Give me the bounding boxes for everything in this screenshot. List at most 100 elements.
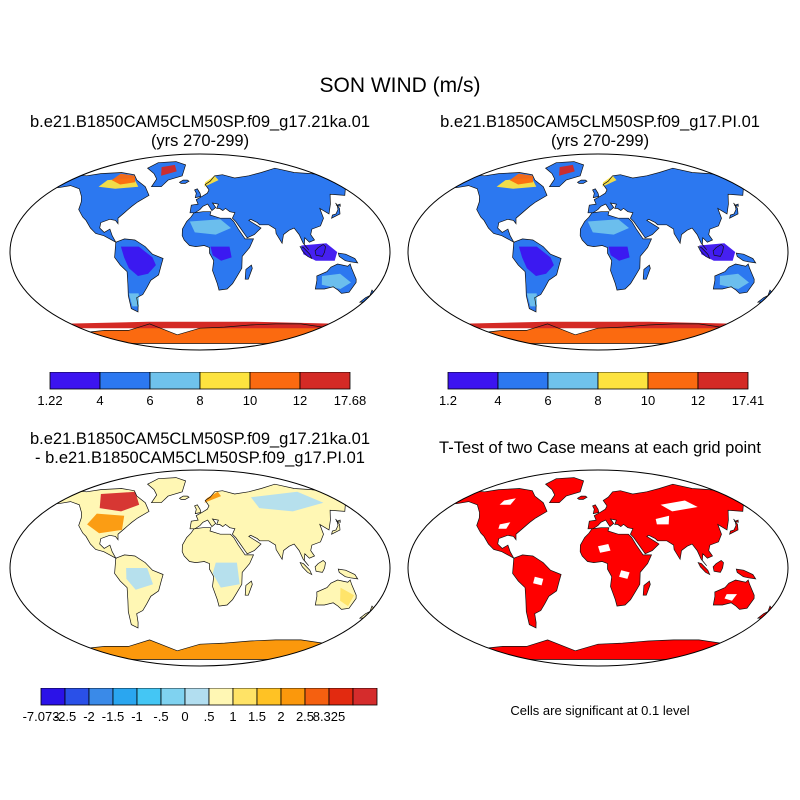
insignificant-area (724, 594, 737, 601)
moderate-wind-sahara (587, 219, 629, 235)
panel-4-title: T-Test of two Case means at each grid po… (400, 439, 800, 458)
coastline-greenland (146, 477, 187, 504)
coastline-south-america (114, 554, 164, 629)
colorbar-tick-label: 8 (196, 393, 203, 408)
land-eurasia (190, 168, 353, 250)
colorbar-swatch (280, 688, 306, 706)
colorbar-swatch (497, 372, 549, 390)
significance-note: Cells are significant at 0.1 level (510, 703, 690, 718)
colorbar-swatch (88, 688, 114, 706)
colorbar-tick-label: 10 (641, 393, 655, 408)
coastline-south-america (512, 238, 562, 313)
coastline-africa (579, 211, 653, 291)
land-antarctica (48, 639, 343, 660)
insignificant-area (660, 500, 698, 512)
coastline-north-america (55, 172, 150, 244)
negative-anomaly-amazon (126, 568, 153, 590)
insignificant-area (533, 576, 544, 586)
colorbar-tick-label: 2 (277, 709, 284, 724)
coastline-uk (194, 504, 202, 515)
land-borneo (713, 560, 724, 573)
coastline-madagascar (642, 264, 651, 280)
colorbar-tick-label: -2 (83, 709, 95, 724)
land-africa (580, 527, 652, 607)
coastline-japan-north (335, 203, 341, 207)
coastline-africa (181, 211, 255, 291)
colorbar-swatch (49, 372, 101, 390)
colorbar-tick-label: 1.22 (37, 393, 62, 408)
insignificant-area (619, 570, 630, 579)
map-panel-21ka (9, 153, 391, 351)
map-boundary (9, 469, 391, 667)
positive-anomaly-us (87, 513, 125, 534)
coastline-madagascar (642, 580, 651, 596)
coastline-uk (592, 504, 600, 515)
coastline-australia (712, 579, 755, 610)
coastline-sumatra (697, 246, 711, 260)
colorbar-tick-label: 4 (494, 393, 501, 408)
coastline-japan-north (733, 519, 739, 523)
low-wind-south-america (518, 246, 554, 276)
colorbar-swatch (597, 372, 649, 390)
figure-title: SON WIND (m/s) (319, 74, 481, 97)
coastline-japan (729, 202, 739, 219)
coastline-japan (729, 518, 739, 535)
coastline-south-america (512, 554, 562, 629)
colorbar-swatch (232, 688, 258, 706)
panel-2-title: b.e21.B1850CAM5CLM50SP.f09_g17.PI.01 (yr… (400, 113, 800, 151)
coastline-eurasia (587, 167, 752, 251)
coastline-madagascar (244, 580, 253, 596)
colorbar-21ka: 1.22 4 6 8 10 12 17.68 (37, 372, 366, 408)
low-wind-maritime-continent (699, 243, 736, 261)
moderate-wind-australia (321, 273, 351, 289)
colorbar-swatch (352, 688, 378, 706)
colorbar-swatch (328, 688, 354, 706)
coastline-north-america (55, 488, 150, 560)
land-japan (331, 203, 340, 219)
coastline-new-guinea (735, 252, 757, 264)
moderate-wind-sahara (189, 219, 231, 235)
land-new-guinea (338, 253, 358, 263)
colorbar-tick-label: 1.2 (439, 393, 457, 408)
land-sumatra (300, 562, 312, 575)
colorbar-swatch (99, 372, 151, 390)
land-uk (194, 188, 201, 198)
antarctic-coastal-max (57, 321, 343, 329)
coastline-sumatra (697, 562, 711, 576)
land-south-america (512, 554, 562, 628)
colorbar-swatch (256, 688, 282, 706)
land-new-guinea (736, 253, 756, 263)
colorbar-swatch (136, 688, 162, 706)
coastline-japan-north (335, 519, 341, 523)
map-boundary (407, 153, 789, 351)
land-north-america (453, 488, 547, 559)
land-uk (592, 188, 599, 198)
low-wind-south-america (120, 246, 156, 276)
land-eurasia (588, 484, 751, 566)
positive-anomaly-australia (340, 587, 355, 607)
insignificant-area (499, 498, 516, 505)
colorbar-tick-label: 8 (594, 393, 601, 408)
colorbar-swatch (149, 372, 201, 390)
colorbar-swatch (697, 372, 749, 390)
colorbar-swatch (40, 688, 66, 706)
colorbar-swatch (112, 688, 138, 706)
coastline-africa (579, 527, 653, 607)
colorbar-swatch (64, 688, 90, 706)
high-wind-scandinavia (204, 175, 219, 187)
coastline-iceland (178, 495, 190, 500)
negative-anomaly-siberia (250, 491, 324, 512)
positive-anomaly-scandinavia (204, 491, 221, 503)
land-uk (194, 504, 201, 514)
land-uk (592, 504, 599, 514)
map-boundary (407, 469, 789, 667)
coastline-greenland (146, 161, 187, 188)
coastline-new-guinea (337, 568, 359, 580)
coastline-sumatra (299, 562, 313, 576)
coastline-borneo (314, 559, 326, 573)
colorbar-tick-label: 6 (146, 393, 153, 408)
low-wind-central-africa (210, 246, 232, 261)
land-north-america (453, 172, 547, 243)
colorbar-difference: -7.073-2.5 -2 -1.5 -1 -.5 0 .5 1 1.5 2 2.58.325 (23, 688, 378, 724)
coastline-sumatra (299, 246, 313, 260)
